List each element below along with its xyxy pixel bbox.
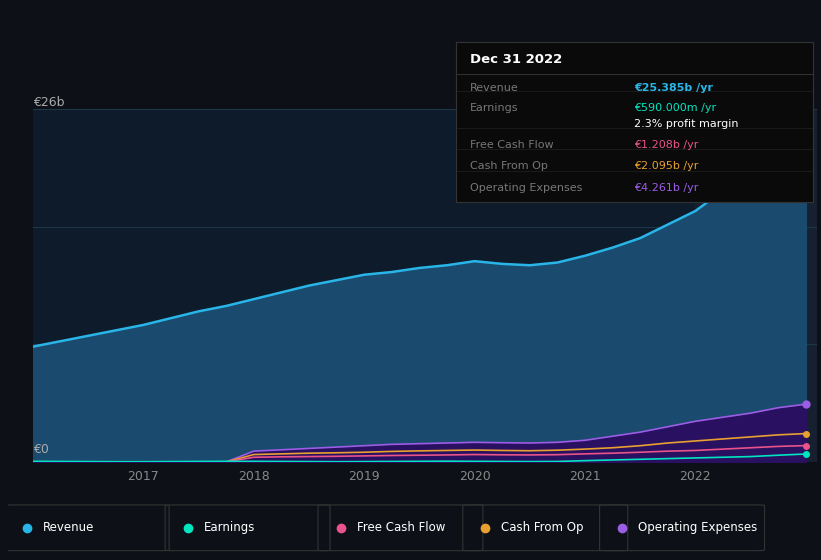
Text: €0: €0 <box>33 444 48 456</box>
Text: Dec 31 2022: Dec 31 2022 <box>470 53 562 66</box>
Text: Operating Expenses: Operating Expenses <box>470 183 582 193</box>
Text: €2.095b /yr: €2.095b /yr <box>635 161 699 171</box>
Text: €25.385b /yr: €25.385b /yr <box>635 83 713 94</box>
Text: Revenue: Revenue <box>43 521 94 534</box>
Text: Cash From Op: Cash From Op <box>470 161 548 171</box>
Text: Cash From Op: Cash From Op <box>502 521 584 534</box>
Text: €1.208b /yr: €1.208b /yr <box>635 140 699 150</box>
Text: €4.261b /yr: €4.261b /yr <box>635 183 699 193</box>
Text: €26b: €26b <box>33 96 64 109</box>
Text: Free Cash Flow: Free Cash Flow <box>470 140 553 150</box>
Text: Free Cash Flow: Free Cash Flow <box>356 521 445 534</box>
Text: Earnings: Earnings <box>204 521 255 534</box>
Text: Earnings: Earnings <box>470 104 518 114</box>
Text: €590.000m /yr: €590.000m /yr <box>635 104 717 114</box>
Text: Revenue: Revenue <box>470 83 519 94</box>
Text: 2.3% profit margin: 2.3% profit margin <box>635 119 739 129</box>
Text: Operating Expenses: Operating Expenses <box>638 521 758 534</box>
Bar <box>695 109 817 462</box>
